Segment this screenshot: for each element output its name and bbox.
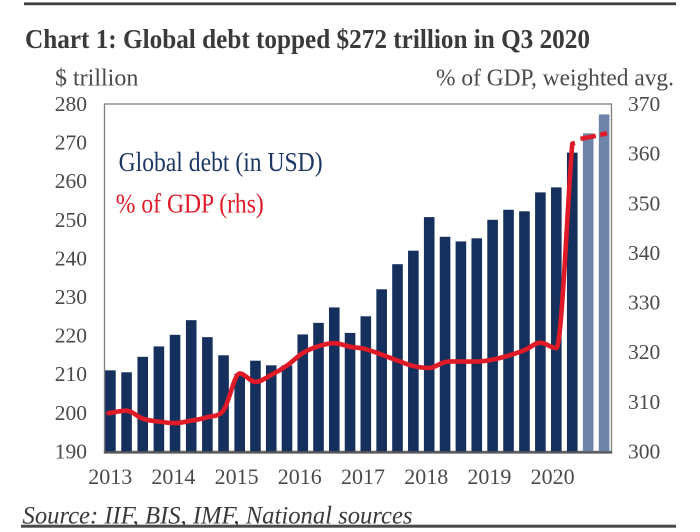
svg-text:Global debt (in USD): Global debt (in USD) [119,147,323,177]
svg-text:350: 350 [628,191,660,215]
svg-text:220: 220 [55,324,87,348]
svg-text:200: 200 [55,401,87,425]
svg-text:% of GDP, weighted avg.: % of GDP, weighted avg. [436,66,674,92]
svg-text:260: 260 [55,169,87,193]
svg-text:330: 330 [628,291,660,315]
svg-text:Chart 1: Global debt topped $2: Chart 1: Global debt topped $272 trillio… [25,24,590,54]
svg-text:230: 230 [55,285,87,309]
svg-text:2019: 2019 [467,464,511,489]
svg-text:370: 370 [628,92,660,116]
svg-text:280: 280 [55,92,87,116]
svg-text:2013: 2013 [88,464,132,489]
svg-text:190: 190 [55,439,87,463]
svg-text:2017: 2017 [341,464,385,489]
svg-text:360: 360 [628,142,660,166]
svg-text:2020: 2020 [531,464,575,489]
svg-text:210: 210 [55,362,87,386]
svg-text:300: 300 [628,439,660,463]
svg-text:2014: 2014 [151,464,195,489]
svg-text:340: 340 [628,241,660,265]
svg-text:250: 250 [55,208,87,232]
svg-text:% of GDP (rhs): % of GDP (rhs) [116,189,264,219]
svg-text:270: 270 [55,131,87,155]
svg-text:310: 310 [628,390,660,414]
svg-text:2015: 2015 [215,464,259,489]
svg-text:2016: 2016 [278,464,322,489]
svg-text:2018: 2018 [404,464,448,489]
svg-text:$ trillion: $ trillion [55,66,138,92]
svg-text:240: 240 [55,246,87,270]
svg-text:320: 320 [628,340,660,364]
